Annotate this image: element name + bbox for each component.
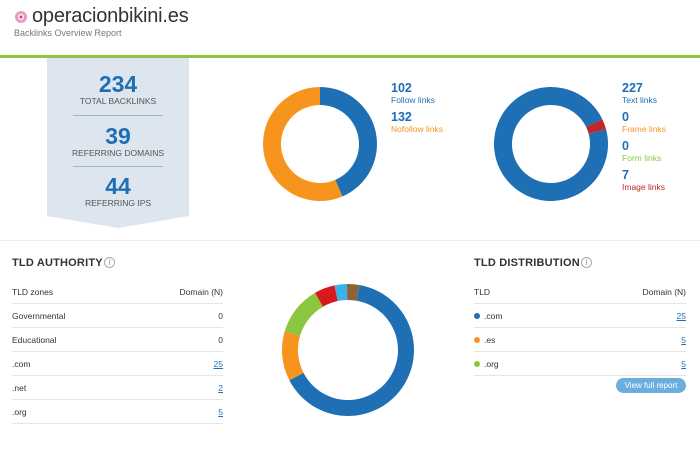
view-full-report-button[interactable]: View full report (616, 378, 686, 393)
legend-value: 102 (391, 81, 412, 95)
tld-entry: .org (474, 359, 499, 369)
legend-label: Follow links (391, 95, 435, 105)
tld-distribution-title: TLD DISTRIBUTION (474, 257, 580, 269)
stat-label: REFERRING DOMAINS (71, 148, 165, 158)
legend-label: Frame links (622, 124, 666, 134)
report-subtitle: Backlinks Overview Report (14, 28, 122, 38)
legend-value: 0 (622, 139, 629, 153)
column-header: Domain (N) (179, 287, 223, 297)
tld-entry: .es (474, 335, 495, 345)
table-header-row: TLD Domain (N) (474, 280, 686, 304)
report-header: operacionbikini.es Backlinks Overview Re… (0, 0, 700, 56)
stat-divider (73, 115, 163, 116)
legend-value: 132 (391, 110, 412, 124)
tld-label: .com (484, 311, 503, 321)
stats-panel: 234 TOTAL BACKLINKS 39 REFERRING DOMAINS… (47, 58, 189, 228)
legend-item-text: 227 Text links (622, 82, 666, 106)
color-dot-icon (474, 337, 480, 343)
tld-zone: .net (12, 383, 27, 393)
tld-distribution-donut-chart (282, 284, 414, 416)
info-icon[interactable]: i (581, 257, 592, 268)
stat-total-backlinks: 234 TOTAL BACKLINKS (47, 72, 189, 107)
color-dot-icon (474, 361, 480, 367)
legend-label: Image links (622, 182, 665, 192)
legend-value: 227 (622, 81, 643, 95)
donut-slice-brown (346, 284, 360, 301)
donut-slice-follow-links (320, 87, 377, 197)
tld-entry: .com (474, 311, 502, 321)
donut-slice-text-links (494, 86, 608, 201)
link-types-legend: 227 Text links 0 Frame links 0 Form link… (622, 82, 666, 193)
table-row: .org 5 (474, 352, 686, 376)
legend-item-frame: 0 Frame links (622, 111, 666, 135)
info-icon[interactable]: i (104, 257, 115, 268)
domain-count-link[interactable]: 25 (676, 311, 686, 321)
domain-count-link[interactable]: 25 (213, 359, 223, 369)
site-title: operacionbikini.es (32, 5, 189, 27)
domain-count-link[interactable]: 5 (218, 407, 223, 417)
domain-count: 0 (218, 335, 223, 345)
legend-label: Form links (622, 153, 662, 163)
donut-slice-red (315, 285, 338, 307)
stat-label: TOTAL BACKLINKS (79, 96, 157, 106)
table-row: Educational 0 (12, 328, 223, 352)
tld-label: .es (484, 335, 496, 345)
tld-zone: .com (12, 359, 31, 369)
legend-item-nofollow: 132 Nofollow links (391, 111, 443, 135)
table-header-row: TLD zones Domain (N) (12, 280, 223, 304)
donut-slice-light-blue (334, 284, 348, 302)
tld-zone: Educational (12, 335, 57, 345)
donut-slice-es (282, 331, 304, 381)
legend-label: Nofollow links (391, 124, 443, 134)
follow-links-legend: 102 Follow links 132 Nofollow links (391, 82, 443, 135)
donut-slice-image-links (586, 119, 607, 134)
legend-value: 0 (622, 110, 629, 124)
section-divider (0, 240, 700, 241)
domain-count-link[interactable]: 2 (218, 383, 223, 393)
flower-logo-icon (15, 11, 27, 23)
stat-value: 44 (105, 173, 131, 199)
follow-links-donut-chart (262, 87, 377, 201)
legend-item-form: 0 Form links (622, 140, 666, 164)
column-header: TLD zones (12, 287, 54, 297)
donut-slice-nofollow-links (262, 87, 343, 201)
tld-label: .org (484, 359, 499, 369)
table-row: .org 5 (12, 400, 223, 424)
color-dot-icon (474, 313, 480, 319)
stat-label: REFERRING IPS (84, 198, 152, 208)
tld-zone: Governmental (12, 311, 66, 321)
donut-slice-org (284, 292, 323, 336)
legend-item-image: 7 Image links (622, 169, 666, 193)
stat-value: 39 (105, 123, 131, 149)
domain-count: 0 (218, 311, 223, 321)
table-row: .net 2 (12, 376, 223, 400)
stat-value: 234 (98, 71, 138, 97)
legend-label: Text links (622, 95, 657, 105)
table-row: Governmental 0 (12, 304, 223, 328)
domain-count-link[interactable]: 5 (681, 335, 686, 345)
stats-panel-background (47, 58, 189, 228)
legend-value: 7 (622, 168, 629, 182)
table-row: .com 25 (474, 304, 686, 328)
stat-referring-domains: 39 REFERRING DOMAINS (47, 124, 189, 159)
column-header: TLD (474, 287, 491, 297)
header-accent-bar (0, 55, 700, 58)
tld-zone: .org (12, 407, 27, 417)
domain-count-link[interactable]: 5 (681, 359, 686, 369)
tld-authority-title: TLD AUTHORITY (12, 257, 103, 269)
table-row: .es 5 (474, 328, 686, 352)
table-row: .com 25 (12, 352, 223, 376)
stat-referring-ips: 44 REFERRING IPS (47, 174, 189, 209)
legend-item-follow: 102 Follow links (391, 82, 443, 106)
stat-divider (73, 166, 163, 167)
tld-distribution-table: TLD Domain (N) .com 25 .es 5 .org 5 (474, 280, 686, 376)
link-types-donut-chart (494, 86, 608, 201)
tld-authority-table: TLD zones Domain (N) Governmental 0 Educ… (12, 280, 223, 424)
column-header: Domain (N) (642, 287, 686, 297)
